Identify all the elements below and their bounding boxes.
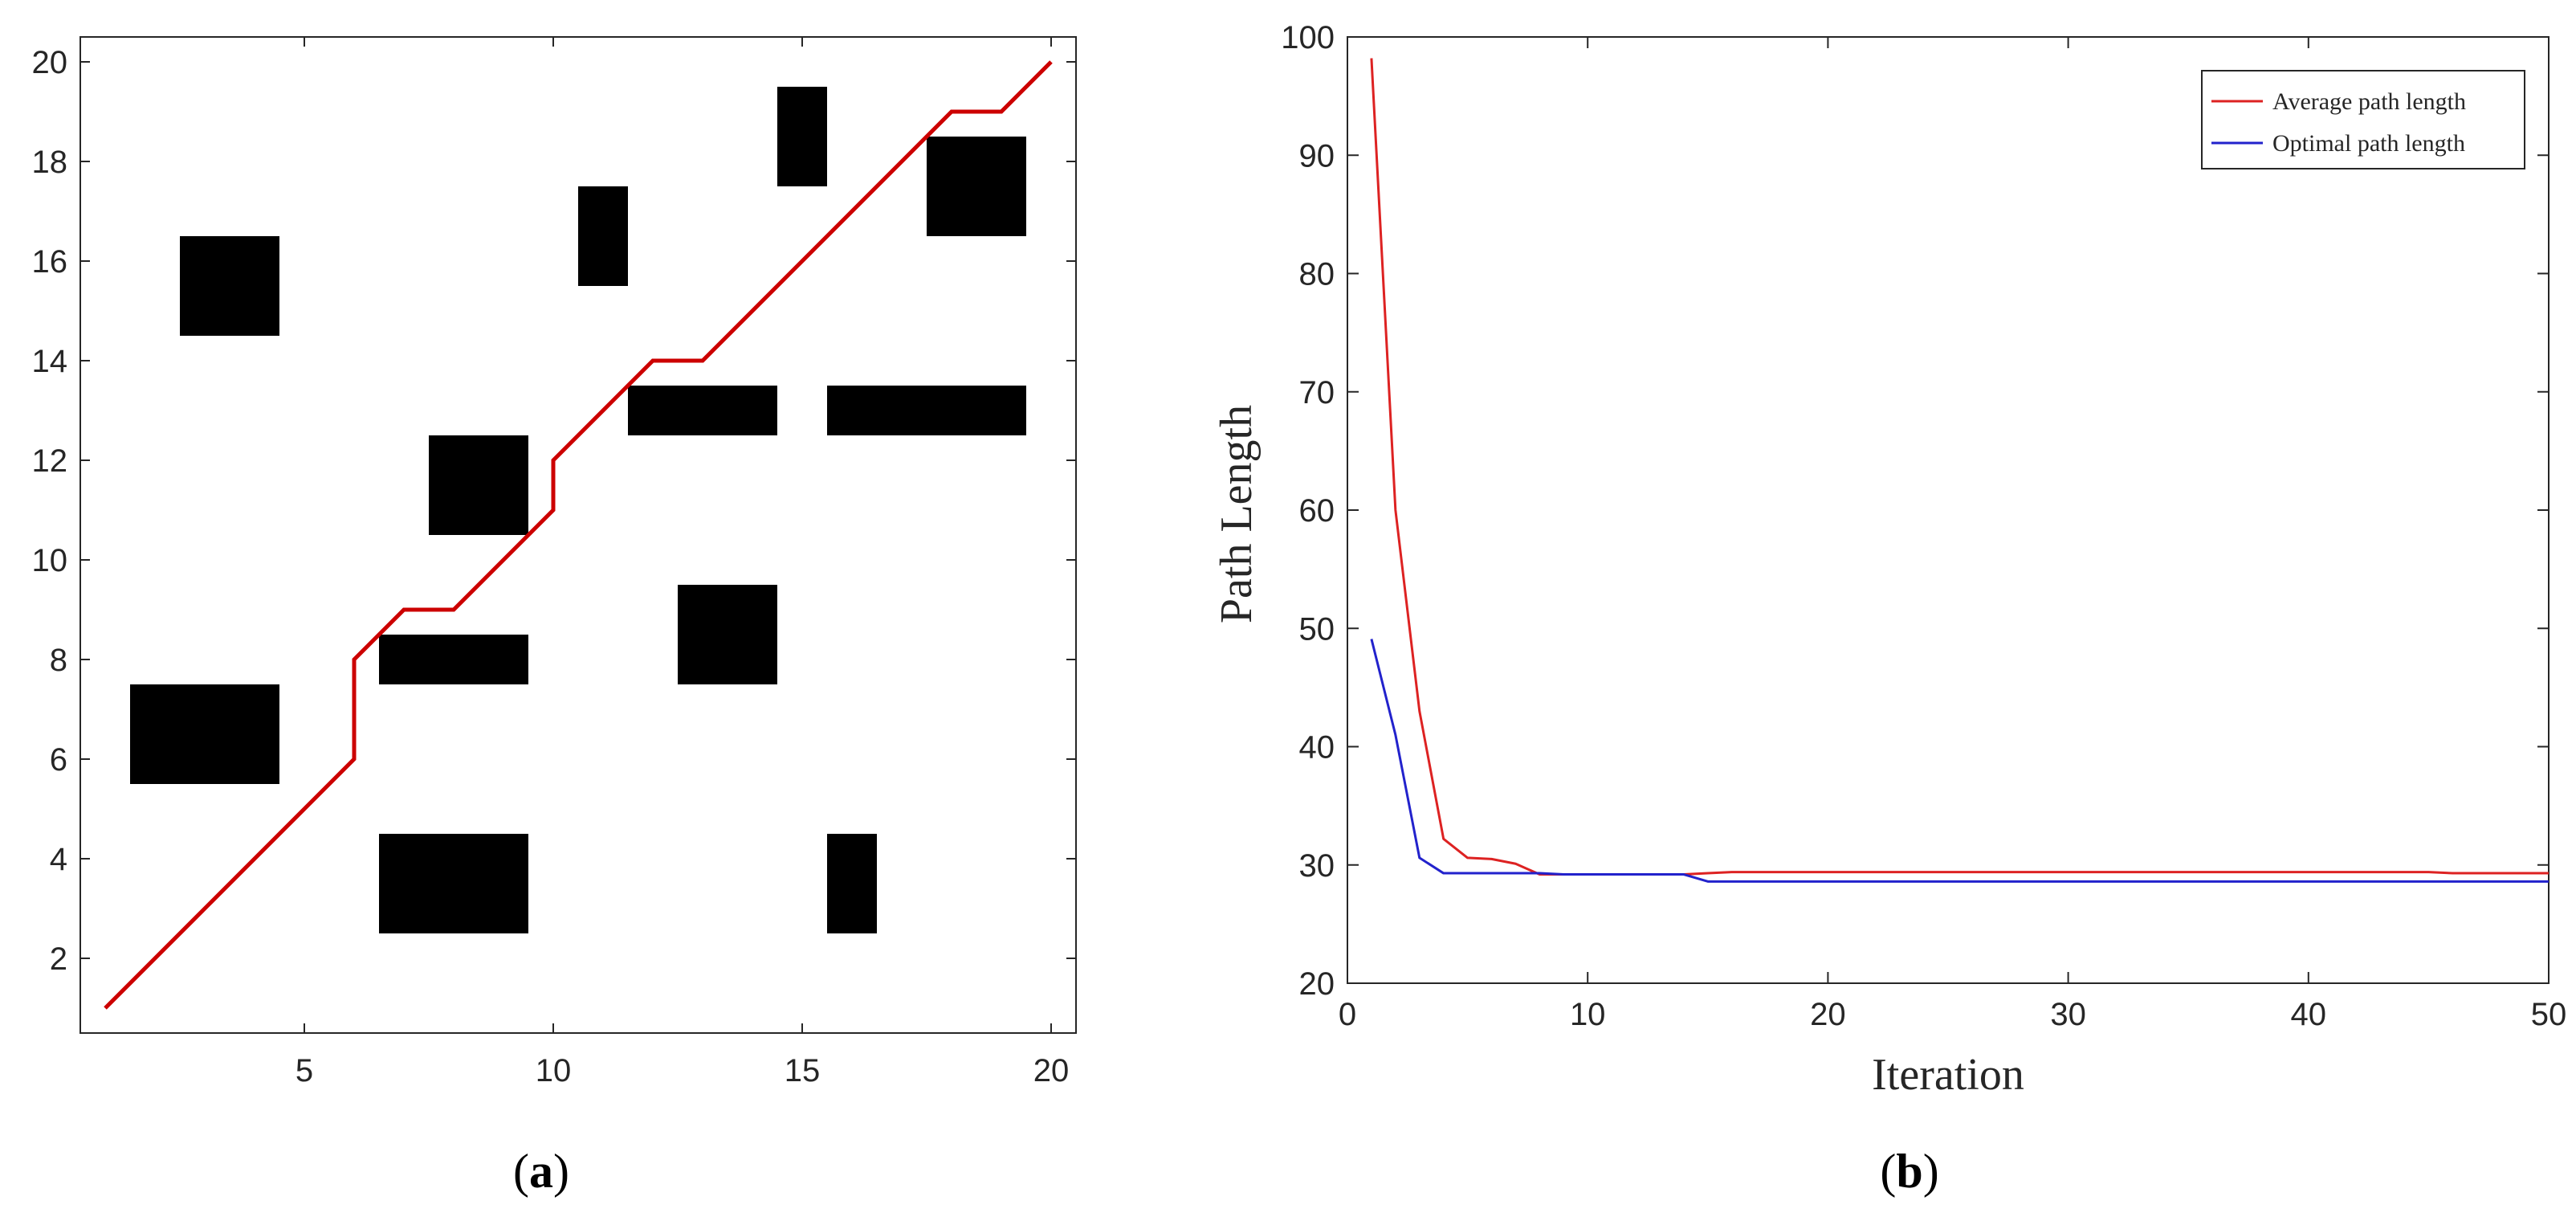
convergence-y-tick-label: 70 xyxy=(1299,375,1335,410)
grid-map-y-tick-label: 8 xyxy=(50,643,67,678)
legend-label-optimal: Optimal path length xyxy=(2272,130,2465,157)
grid-map-y-tick-label: 16 xyxy=(32,244,68,280)
legend-box xyxy=(2201,70,2525,169)
robot-path-line xyxy=(104,60,1053,1010)
obstacle-9 xyxy=(777,87,827,186)
grid-map-panel: 5 10 15 20 2 4 6 8 10 12 14 16 18 20 (a) xyxy=(32,36,1077,1198)
grid-map-x-tick-label: 20 xyxy=(1033,1053,1070,1088)
grid-map-y-tick-label: 6 xyxy=(50,742,67,778)
convergence-x-tick-label: 0 xyxy=(1339,997,1356,1032)
grid-map-x-tick-label: 10 xyxy=(536,1053,572,1088)
convergence-x-tick-label: 30 xyxy=(2050,997,2086,1032)
grid-map-y-tick-label: 20 xyxy=(32,45,68,80)
grid-map-y-ticks: 2 4 6 8 10 12 14 16 18 20 xyxy=(32,45,1076,977)
convergence-x-tick-label: 20 xyxy=(1810,997,1846,1032)
grid-map-x-tick-label: 15 xyxy=(785,1053,821,1088)
convergence-y-tick-label: 80 xyxy=(1299,257,1335,292)
obstacle-7 xyxy=(628,386,777,435)
obstacle-10 xyxy=(827,834,877,933)
series-group xyxy=(1370,58,2549,883)
panel-a-label: a xyxy=(529,1145,553,1198)
obstacle-11 xyxy=(827,386,1026,435)
convergence-x-tick-label: 50 xyxy=(2531,997,2567,1032)
obstacle-6 xyxy=(578,186,628,286)
grid-map-y-tick-label: 10 xyxy=(32,543,68,578)
panel-b-caption: (b) xyxy=(1880,1145,1938,1198)
obstacle-group xyxy=(130,87,1026,933)
obstacle-1 xyxy=(130,684,279,784)
obstacle-12 xyxy=(927,137,1026,236)
obstacle-2 xyxy=(180,236,279,336)
grid-map-x-tick-label: 5 xyxy=(296,1053,313,1088)
convergence-y-ticks: 20 30 40 50 60 70 80 90 100 xyxy=(1281,20,2549,1002)
convergence-y-tick-label: 30 xyxy=(1299,848,1335,884)
convergence-y-tick-label: 90 xyxy=(1299,138,1335,174)
convergence-y-tick-label: 60 xyxy=(1299,493,1335,529)
panel-b-label: b xyxy=(1896,1145,1922,1198)
grid-map-y-tick-label: 12 xyxy=(32,443,68,479)
legend: Average path length Optimal path length xyxy=(2201,70,2525,169)
obstacle-8 xyxy=(678,585,777,684)
convergence-plot-area xyxy=(1347,36,2550,984)
obstacle-3 xyxy=(379,834,528,933)
convergence-y-tick-label: 100 xyxy=(1281,20,1335,55)
convergence-x-tick-label: 10 xyxy=(1570,997,1606,1032)
obstacle-4 xyxy=(379,635,528,684)
convergence-panel: 0 10 20 30 40 50 20 30 40 50 60 70 80 90 100 Iteratio… xyxy=(1212,20,2566,1198)
panel-a-caption: (a) xyxy=(513,1145,569,1198)
grid-map-y-tick-label: 4 xyxy=(50,842,67,877)
y-axis-title: Path Length xyxy=(1212,405,1262,623)
obstacle-5 xyxy=(429,435,528,535)
series-line-optimal xyxy=(1370,639,2549,883)
convergence-x-tick-label: 40 xyxy=(2291,997,2327,1032)
convergence-y-tick-label: 50 xyxy=(1299,611,1335,647)
grid-map-y-tick-label: 2 xyxy=(50,941,67,977)
convergence-y-tick-label: 20 xyxy=(1299,966,1335,1002)
legend-label-average: Average path length xyxy=(2272,88,2466,115)
grid-map-y-tick-label: 18 xyxy=(32,145,68,180)
convergence-y-tick-label: 40 xyxy=(1299,730,1335,766)
x-axis-title: Iteration xyxy=(1872,1050,2024,1100)
grid-map-x-ticks: 5 10 15 20 xyxy=(296,37,1069,1088)
path-line-group xyxy=(104,60,1053,1010)
grid-map-y-tick-label: 14 xyxy=(32,344,68,379)
convergence-x-ticks: 0 10 20 30 40 50 xyxy=(1339,37,2566,1032)
